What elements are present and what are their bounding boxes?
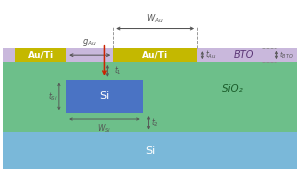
Text: $t_{Si}$: $t_{Si}$ xyxy=(47,90,57,103)
Text: $W_{Au}$: $W_{Au}$ xyxy=(146,13,164,25)
Bar xyxy=(3,132,297,169)
Text: Au/Ti: Au/Ti xyxy=(28,51,54,60)
Text: Si: Si xyxy=(99,91,110,101)
Bar xyxy=(3,62,297,132)
Text: $g_{Au}$: $g_{Au}$ xyxy=(82,37,97,48)
Bar xyxy=(15,48,66,62)
Text: Au/Ti: Au/Ti xyxy=(142,51,168,60)
Bar xyxy=(66,80,143,113)
Text: SiO₂: SiO₂ xyxy=(221,84,243,94)
Text: $t_{BTO}$: $t_{BTO}$ xyxy=(279,49,293,61)
Text: $t_{1}$: $t_{1}$ xyxy=(114,65,122,77)
Bar xyxy=(113,48,197,62)
Text: BTO: BTO xyxy=(234,50,254,60)
Text: $t_{Au}$: $t_{Au}$ xyxy=(205,49,217,61)
Bar xyxy=(3,48,297,62)
Text: Si: Si xyxy=(145,146,155,156)
Text: $t_{2}$: $t_{2}$ xyxy=(152,117,159,129)
Text: $W_{Si}$: $W_{Si}$ xyxy=(97,123,112,135)
